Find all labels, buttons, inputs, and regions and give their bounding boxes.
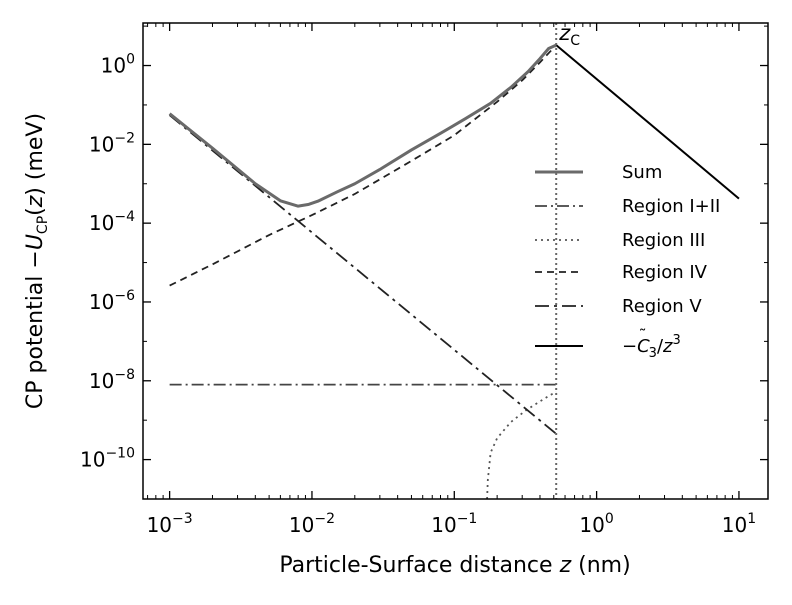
x-tick-label: 100 xyxy=(579,511,613,537)
series-region-v xyxy=(169,114,557,435)
legend-entry-region-iv: Region IV xyxy=(535,262,708,283)
series-sum xyxy=(168,43,557,208)
legend-entry-region-i-ii: Region I+II xyxy=(535,196,720,217)
y-tick-label: 100 xyxy=(101,52,135,78)
series-region-iii xyxy=(486,391,557,500)
x-tick-label: 101 xyxy=(722,511,756,537)
x-axis-label: Particle-Surface distance z (nm) xyxy=(279,553,630,578)
legend-label-region-iii: Region III xyxy=(622,230,705,251)
zc-annotation: zC xyxy=(558,21,580,49)
legend-entry-asymptote: −C˜3/z3 xyxy=(535,326,681,361)
legend: Sum Region I+II Region III Region IV Reg… xyxy=(535,162,720,361)
series-asymptote xyxy=(555,44,740,200)
legend-entry-region-v: Region V xyxy=(535,296,702,317)
y-tick-label: 10−8 xyxy=(89,367,135,393)
legend-label-region-iv: Region IV xyxy=(622,262,708,283)
y-tick-label: 10−6 xyxy=(89,288,135,314)
series-layer xyxy=(168,23,740,500)
y-tick-label: 10−2 xyxy=(89,130,135,156)
plot-frame xyxy=(142,22,769,500)
legend-label-region-v: Region V xyxy=(622,296,702,317)
x-tick-label: 10−3 xyxy=(147,511,193,537)
y-tick-label: 10−10 xyxy=(80,446,135,472)
plot-area xyxy=(143,23,768,499)
y-axis-label: CP potential −UCP(z) (meV) xyxy=(23,113,51,409)
y-tick-label: 10−4 xyxy=(89,209,135,235)
legend-entry-region-iii: Region III xyxy=(535,230,705,251)
x-tick-label: 10−1 xyxy=(431,511,477,537)
legend-label-region-i-ii: Region I+II xyxy=(622,196,720,217)
x-tick-label: 10−2 xyxy=(289,511,335,537)
legend-entry-sum: Sum xyxy=(535,162,662,183)
legend-label-sum: Sum xyxy=(622,162,662,183)
ticks-layer: 10−3 10−2 10−1 100 101 10−10 10−8 10−6 10−4 10−2 1… xyxy=(80,23,768,537)
legend-label-asymptote: −C˜3/z3 xyxy=(622,326,681,361)
series-region-iv xyxy=(169,44,557,287)
